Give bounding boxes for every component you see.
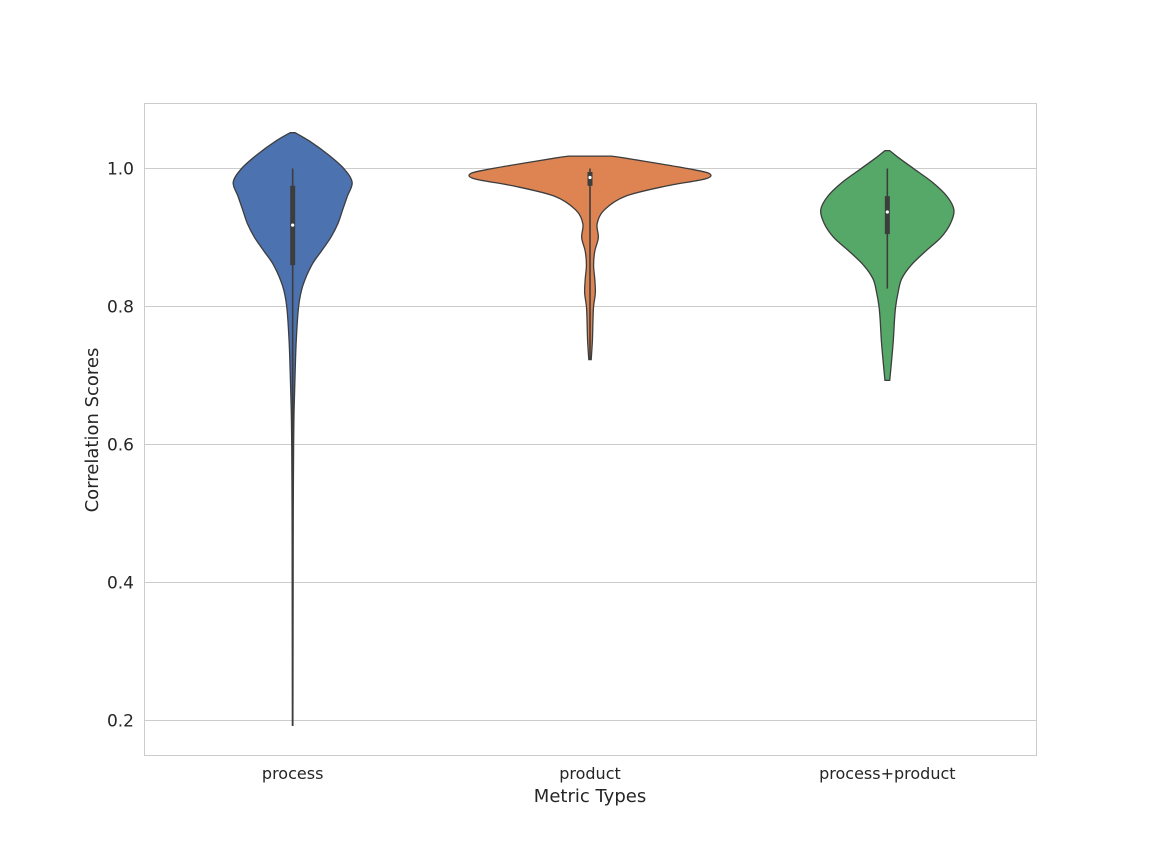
- violin-median-marker: [885, 210, 889, 214]
- violins: [232, 132, 955, 726]
- x-tick-label: process+product: [819, 764, 955, 783]
- violin-median-marker: [588, 175, 592, 180]
- y-tick-label: 0.2: [107, 712, 134, 732]
- plot-frame: [144, 103, 1037, 756]
- y-tick-label: 0.4: [107, 574, 134, 594]
- x-axis-title: Metric Types: [534, 786, 646, 807]
- x-tick-labels: process product process+product: [262, 764, 956, 783]
- x-tick-label: product: [559, 764, 621, 783]
- violin-median-marker: [291, 223, 295, 227]
- y-axis-title: Correlation Scores: [82, 348, 103, 513]
- y-tick-label: 0.6: [107, 436, 134, 456]
- y-tick-labels: 0.2 0.4 0.6 0.8 1.0: [107, 160, 134, 732]
- y-tick-label: 1.0: [107, 160, 134, 180]
- x-tick-label: process: [262, 764, 323, 783]
- y-tick-label: 0.8: [107, 298, 134, 318]
